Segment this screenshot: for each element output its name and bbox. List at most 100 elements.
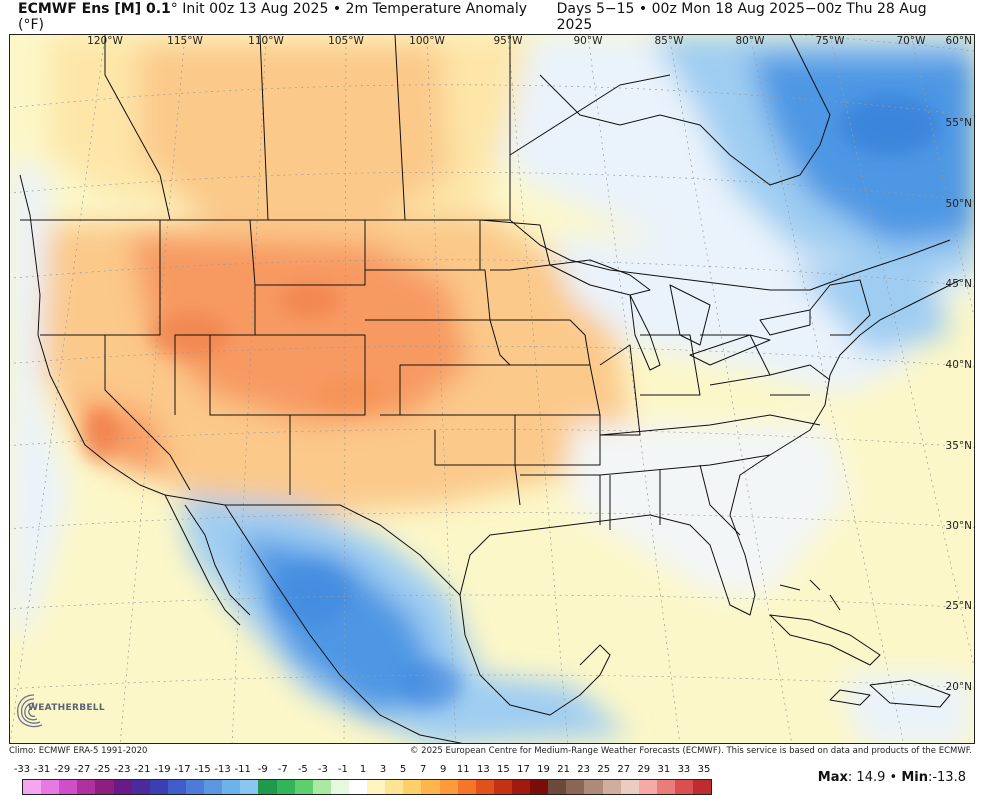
longitude-label: 110°W [248, 35, 284, 47]
us-canada-border [20, 219, 951, 291]
longitude-label: 100°W [409, 35, 445, 47]
legend-swatch [385, 780, 404, 794]
legend-swatch [693, 780, 712, 794]
graticule [10, 35, 974, 743]
legend-tick-label: -19 [154, 764, 171, 775]
legend-tick-label: 23 [577, 764, 591, 775]
legend-swatch [620, 780, 639, 794]
longitude-label: 120°W [87, 35, 123, 47]
legend-tick-label: -33 [13, 764, 31, 775]
legend-swatch [530, 780, 549, 794]
legend-swatch [240, 780, 259, 794]
color-legend: -33 -31 -29 -27 -25 -23 -21 -19 -17 -15 -13 -11 -9 -7… [14, 764, 712, 795]
latitude-label: 35°N [945, 440, 972, 452]
gulf-atlantic-coast [459, 279, 961, 616]
legend-swatch [131, 780, 150, 794]
legend-swatch [548, 780, 567, 794]
latitude-label: 40°N [945, 359, 972, 371]
logo-wordmark: WEATHERBELL [28, 703, 105, 713]
legend-tick-label: -21 [134, 764, 151, 775]
legend-swatch [149, 780, 168, 794]
legend-tick-label: 3 [379, 764, 387, 775]
legend-tick-label: -25 [94, 764, 111, 775]
run-description: ° Init 00z 13 Aug 2025 • 2m Temperature … [18, 1, 528, 33]
climo-note: Climo: ECMWF ERA-5 1991-2020 [9, 746, 148, 756]
max-value: : 14.9 [847, 770, 886, 785]
legend-tick-label: 25 [597, 764, 611, 775]
legend-swatch [584, 780, 603, 794]
legend-swatch [204, 780, 223, 794]
map-canvas [10, 35, 974, 743]
latitude-label: 45°N [945, 278, 972, 290]
anomaly-texture [82, 95, 940, 707]
legend-swatch [276, 780, 295, 794]
legend-swatch [475, 780, 494, 794]
valid-range: Days 5−15 • 00z Mon 18 Aug 2025−00z Thu … [556, 1, 927, 33]
copyright-note: © 2025 European Centre for Medium-Range … [409, 746, 972, 756]
legend-swatch [656, 780, 675, 794]
min-value: :-13.8 [927, 770, 966, 785]
legend-swatch [41, 780, 60, 794]
legend-swatch [566, 780, 585, 794]
legend-tick-label: -17 [174, 764, 191, 775]
legend-tick-label: -29 [53, 764, 71, 775]
legend-tick-label: -15 [194, 764, 211, 775]
latitude-label: 20°N [945, 681, 972, 693]
legend-tick-label: -5 [297, 764, 308, 775]
legend-tick-label: 31 [657, 764, 671, 775]
latitude-label: 60°N [945, 35, 972, 47]
mexico-east-coast [459, 594, 611, 716]
legend-swatch [312, 780, 331, 794]
legend-tick-row: -33 -31 -29 -27 -25 -23 -21 -19 -17 -15 -13 -11 -9 -7… [13, 764, 711, 778]
weatherbell-logo-icon [16, 694, 43, 728]
legend-swatch [674, 780, 694, 794]
legend-tick-label: 17 [517, 764, 530, 775]
legend-tick-label: 35 [697, 764, 711, 775]
longitude-label: 85°W [654, 35, 684, 47]
legend-tick-label: 5 [399, 764, 407, 775]
legend-tick-label: -27 [74, 764, 91, 775]
legend-swatch [185, 780, 205, 794]
stats-separator: • [885, 770, 902, 785]
legend-tick-label: -7 [277, 764, 288, 775]
legend-tick-label: -9 [257, 764, 268, 775]
legend-swatch [367, 780, 386, 794]
title-bar: ECMWF Ens [M] 0.1° Init 00z 13 Aug 2025 … [0, 0, 984, 34]
legend-swatch [95, 780, 114, 794]
legend-swatch [23, 780, 42, 794]
legend-swatch [167, 780, 186, 794]
mexico-west-coast [224, 504, 463, 743]
legend-tick-label: 29 [637, 764, 651, 775]
longitude-label: 75°W [815, 35, 845, 47]
legend-tick-label: 11 [456, 764, 470, 775]
anomaly-map[interactable]: 120°W 115°W 110°W 105°W 100°W 95°W 90°W … [9, 34, 975, 744]
latitude-label: 50°N [945, 198, 972, 210]
legend-swatch [439, 780, 458, 794]
latitude-label: 55°N [945, 117, 972, 129]
max-min-stats: Max: 14.9 • Min:-13.8 [818, 770, 966, 785]
legend-tick-label: 33 [677, 764, 691, 775]
legend-tick-label: -1 [337, 764, 348, 775]
legend-tick-label: 21 [557, 764, 570, 775]
longitude-label: 70°W [896, 35, 926, 47]
legend-tick-label: -31 [33, 764, 51, 775]
legend-swatch [421, 780, 440, 794]
legend-tick-label: 13 [476, 764, 490, 775]
model-name: ECMWF Ens [M] 0.1 [18, 1, 171, 17]
legend-tick-label: -11 [234, 764, 251, 775]
legend-swatch [638, 780, 657, 794]
legend-swatch [348, 780, 368, 794]
legend-tick-label: 9 [440, 764, 447, 775]
legend-swatch [457, 780, 476, 794]
legend-tick-label: 1 [359, 764, 367, 775]
legend-swatch [403, 780, 422, 794]
latitude-label: 25°N [945, 600, 972, 612]
max-label: Max [817, 770, 848, 785]
longitude-label: 80°W [735, 35, 765, 47]
weatherbell-logo: WEATHERBELL [14, 691, 105, 729]
longitude-label: 105°W [328, 35, 364, 47]
pacific-coastline [19, 174, 166, 496]
anomaly-field [10, 35, 974, 743]
longitude-label: 90°W [573, 35, 603, 47]
legend-swatch [330, 780, 349, 794]
